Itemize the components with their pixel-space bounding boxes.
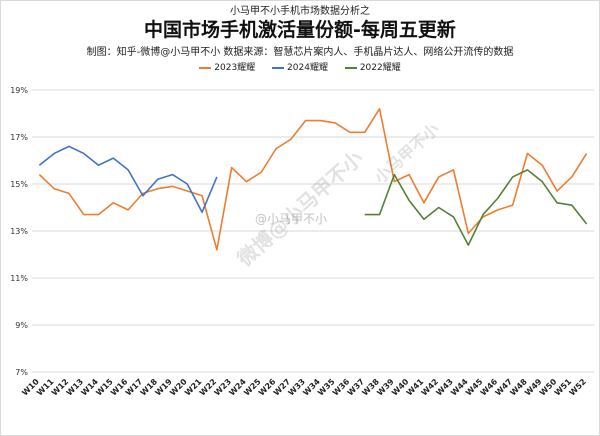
legend-item-2022: 2022耀耀 — [344, 60, 401, 73]
y-tick-label: 7% — [15, 368, 28, 377]
chart-title: 中国市场手机激活量份额-每周五更新 — [144, 19, 456, 41]
x-tick-label: W52 — [568, 377, 588, 397]
y-tick-label: 15% — [10, 180, 28, 189]
legend-swatch-2024 — [272, 66, 285, 69]
chart-legend: 2023耀耀 2024耀耀 2022耀耀 — [0, 60, 600, 73]
y-tick-label: 9% — [15, 321, 28, 330]
chart-kicker: 小马甲不小手机市场数据分析之 — [230, 6, 370, 17]
y-tick-label: 17% — [10, 133, 28, 142]
legend-label-2022: 2022耀耀 — [359, 63, 401, 73]
chart-subtitle: 制图：知乎-微博@小马甲不小 数据来源：智慧芯片案内人、手机晶片达人、网络公开流… — [86, 47, 514, 58]
legend-label-2024: 2024耀耀 — [287, 63, 328, 73]
legend-item-2023: 2023耀耀 — [199, 60, 255, 73]
watermark-center: @小马甲不小 — [255, 212, 328, 226]
series-line-2 — [364, 169, 588, 246]
y-tick-label: 11% — [10, 274, 28, 283]
legend-item-2024: 2024耀耀 — [272, 60, 328, 73]
y-tick-label: 19% — [10, 86, 28, 95]
legend-swatch-2023 — [199, 66, 212, 69]
series-line-1 — [38, 145, 218, 213]
y-tick-label: 13% — [10, 227, 28, 236]
legend-label-2023: 2023耀耀 — [214, 63, 256, 73]
legend-swatch-2022 — [344, 66, 357, 69]
series-line-0 — [38, 108, 588, 251]
